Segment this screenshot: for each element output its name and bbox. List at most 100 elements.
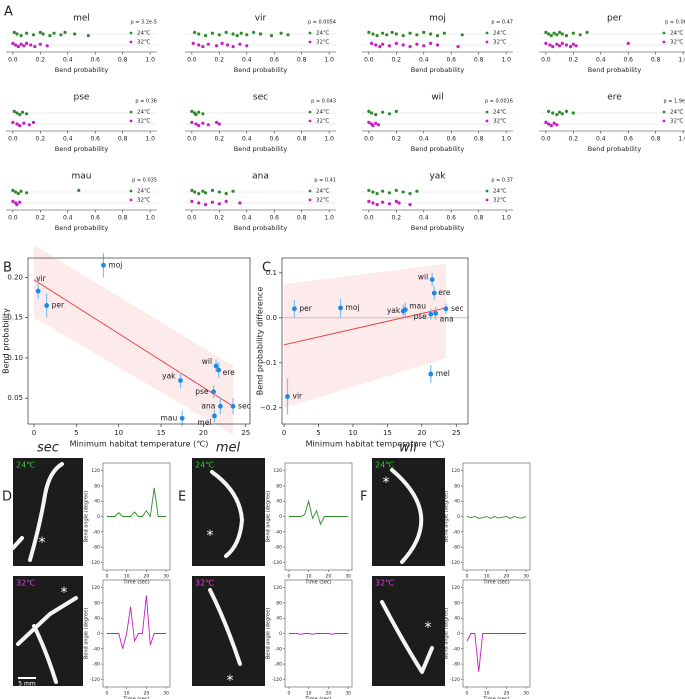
trace [466,516,527,519]
x-axis-label: Time (sec) [304,697,331,699]
dot [401,43,405,47]
trace [106,487,167,518]
dot [397,201,401,205]
point-label: ere [438,288,451,297]
x-axis-label: Bend probability [234,145,288,153]
legend-marker [485,198,489,202]
legend-label: 24℃ [493,188,506,195]
plot-frame [462,462,531,571]
dot [201,45,205,49]
legend-marker [308,40,312,44]
legend-marker [129,40,133,44]
dot [238,42,242,46]
dot [224,30,228,34]
dot [571,42,575,46]
x-tick-label: 0.8 [297,215,307,222]
x-tick-label: 10 [124,574,130,580]
x-tick-label: 0.6 [269,215,279,222]
dot [415,33,419,37]
dot [19,34,23,38]
dot [544,30,548,34]
y-tick-label: -80 [453,662,460,668]
p-value: p = 0.066 [665,20,685,26]
x-tick-label: 0 [288,574,291,580]
p-value: p = 0.36 [135,99,157,105]
point-label: vir [36,274,47,283]
legend-marker [129,189,133,193]
x-tick-label: 15 [157,429,166,437]
species-title: wil [399,441,417,456]
dot [38,42,42,46]
p-value: p = 0.47 [491,20,513,26]
dot [387,202,392,206]
condition-label: 32℃ [195,579,214,588]
x-axis-label: Bend probability [588,66,642,74]
point-label: pse [414,312,428,321]
x-tick-label: 25 [241,429,250,437]
y-tick-label: -40 [453,646,460,652]
y-tick-label: -120 [90,677,100,683]
x-tick-label: 0.2 [36,57,46,64]
y-tick-label: -120 [272,677,282,683]
y-tick-label: 0 [97,631,100,637]
x-tick-label: 0.8 [474,215,484,222]
chart-title: ere [607,93,622,103]
panel-label: C [262,261,271,276]
legend-marker [485,40,489,44]
x-axis-label: Bend probability [411,224,465,232]
dot [564,34,569,38]
dot [24,191,29,195]
dot [560,32,564,36]
image [192,458,265,566]
legend-label: 32℃ [137,197,150,204]
x-tick-label: 30 [163,691,169,697]
dot [203,34,208,38]
dot [374,43,378,47]
y-tick-label: -120 [450,677,460,683]
x-tick-label: 0.0 [187,215,197,222]
x-tick-label: 0.2 [569,136,579,143]
point-label: sec [451,304,464,313]
chart-title: ana [252,172,269,182]
x-tick-label: 30 [345,691,351,697]
trace [288,633,349,635]
legend-label: 32℃ [670,39,683,46]
dot [31,120,36,124]
dot [194,122,198,126]
dot [238,201,242,205]
point [429,277,435,282]
dot [217,33,221,37]
dot [380,42,385,46]
dot [626,41,630,46]
dot [552,31,556,35]
dot [12,109,16,113]
plot-frame [281,257,469,425]
dot [549,34,553,38]
x-tick-label: 0.0 [364,136,374,143]
chart-title: mau [72,172,92,182]
dot [190,199,194,203]
point [44,303,50,308]
x-tick-label: 20 [199,429,208,437]
dot [201,112,205,116]
dot [210,188,215,192]
dot [371,124,375,128]
dot [367,120,371,124]
x-tick-label: 0.0 [8,136,18,143]
x-tick-label: 0.6 [446,215,456,222]
point-label: moj [108,260,122,269]
dot [548,43,552,47]
legend-marker [662,119,666,123]
dot [235,34,239,38]
dot [217,202,221,206]
point [217,403,223,409]
x-tick-label: 5 [316,429,320,437]
dot [370,111,374,115]
legend-marker [129,119,133,123]
y-tick-label: 0 [457,514,460,520]
legend-marker [129,110,133,114]
legend-label: 24℃ [316,109,329,116]
dot [564,109,569,113]
x-tick-label: 0 [106,574,109,580]
legend-label: 32℃ [137,118,150,125]
